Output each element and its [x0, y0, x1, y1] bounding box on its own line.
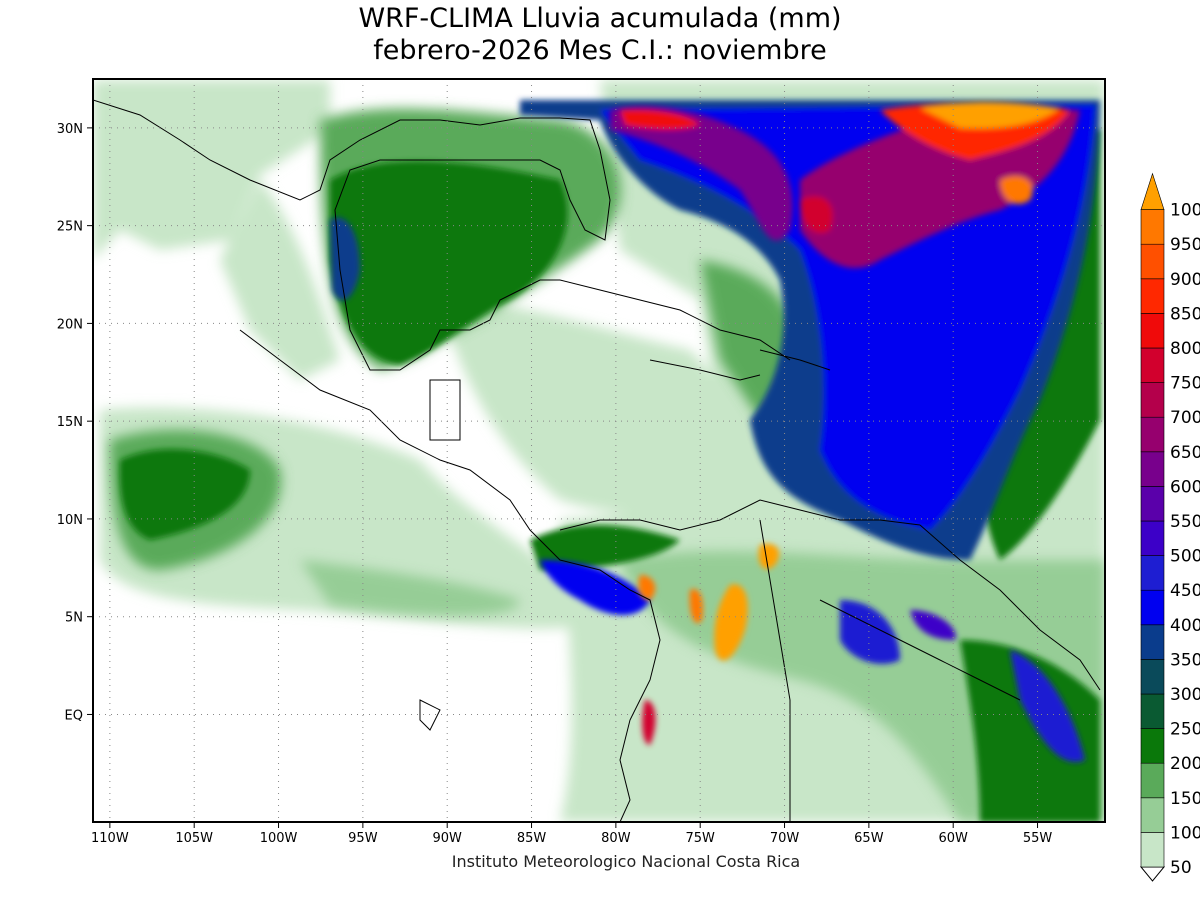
map-frame	[92, 78, 1106, 823]
x-tick-label: 70W	[770, 831, 800, 846]
colorbar-cell	[1140, 382, 1165, 418]
colorbar-label: 300	[1170, 685, 1200, 705]
colorbar-cell	[1140, 659, 1165, 695]
colorbar-label: 650	[1170, 443, 1200, 463]
y-tick-label: 30N	[57, 122, 83, 137]
colorbar-label: 500	[1170, 547, 1200, 567]
x-tick-label: 65W	[854, 831, 884, 846]
y-axis: 30N 25N 20N 15N 10N 5N EQ	[57, 122, 93, 723]
x-axis: 110W 105W 100W 95W 90W 85W 80W 75W 70W 65W 60W 55W	[91, 822, 1052, 846]
y-tick-label: EQ	[65, 708, 83, 723]
x-tick-label: 100W	[260, 831, 298, 846]
y-tick-label: 5N	[65, 611, 83, 626]
colorbar-cell	[1140, 451, 1165, 487]
y-tick-label: 15N	[57, 415, 83, 430]
colorbar-label: 200	[1170, 754, 1200, 774]
colorbar-label: 350	[1170, 650, 1200, 670]
colorbar-label: 100	[1170, 823, 1200, 843]
x-tick-label: 60W	[938, 831, 968, 846]
x-tick-label: 85W	[517, 831, 547, 846]
colorbar-cell	[1140, 520, 1165, 556]
colorbar: 50 100 150 200 250 300 350 400 450 500 550 600 650 70…	[1139, 172, 1200, 882]
credit-text: Instituto Meteorologico Nacional Costa R…	[451, 852, 801, 871]
x-tick-label: 75W	[685, 831, 715, 846]
precipitation-field	[93, 80, 1105, 822]
x-tick-label: 90W	[432, 831, 462, 846]
x-tick-label: 55W	[1023, 831, 1053, 846]
x-tick-label: 80W	[601, 831, 631, 846]
colorbar-label: 400	[1170, 616, 1200, 636]
colorbar-cell	[1140, 243, 1165, 280]
colorbar-label: 750	[1170, 374, 1200, 394]
colorbar-label: 850	[1170, 304, 1200, 324]
chart-title-line2: febrero-2026 Mes C.I.: noviembre	[373, 35, 827, 66]
colorbar-cell	[1140, 589, 1165, 626]
coastlines	[93, 99, 1101, 822]
colorbar-cell	[1140, 624, 1165, 660]
colorbar-label: 950	[1170, 235, 1200, 255]
x-tick-label: 105W	[175, 831, 213, 846]
x-tick-label: 95W	[348, 831, 378, 846]
colorbar-cell	[1140, 693, 1165, 729]
colorbar-cell	[1140, 347, 1165, 383]
colorbar-label: 550	[1170, 512, 1200, 532]
colorbar-label: 50	[1170, 858, 1192, 878]
colorbar-label: 150	[1170, 789, 1200, 809]
colorbar-cell	[1140, 555, 1165, 591]
colorbar-label: 600	[1170, 477, 1200, 497]
colorbar-label: 1000	[1170, 201, 1200, 221]
grid-lines	[93, 79, 1105, 822]
colorbar-label: 700	[1170, 408, 1200, 428]
colorbar-label: 900	[1170, 270, 1200, 290]
colorbar-label: 250	[1170, 720, 1200, 740]
colorbar-cell	[1140, 486, 1165, 522]
extreme-rain-areas	[610, 102, 1080, 745]
colorbar-cell	[1140, 797, 1165, 833]
colorbar-cell	[1140, 209, 1165, 245]
colorbar-cell	[1140, 313, 1165, 349]
colorbar-cell	[1140, 762, 1165, 799]
colorbar-upper-triangle	[1140, 172, 1165, 210]
y-tick-label: 20N	[57, 317, 83, 332]
y-tick-label: 25N	[57, 220, 83, 235]
chart-title-line1: WRF-CLIMA Lluvia acumulada (mm)	[358, 3, 842, 34]
x-tick-label: 110W	[91, 831, 129, 846]
colorbar-label: 450	[1170, 581, 1200, 601]
y-tick-label: 10N	[57, 513, 83, 528]
colorbar-cell	[1140, 278, 1165, 314]
colorbar-label: 800	[1170, 339, 1200, 359]
colorbar-cell	[1140, 728, 1165, 764]
colorbar-cell	[1140, 416, 1165, 453]
